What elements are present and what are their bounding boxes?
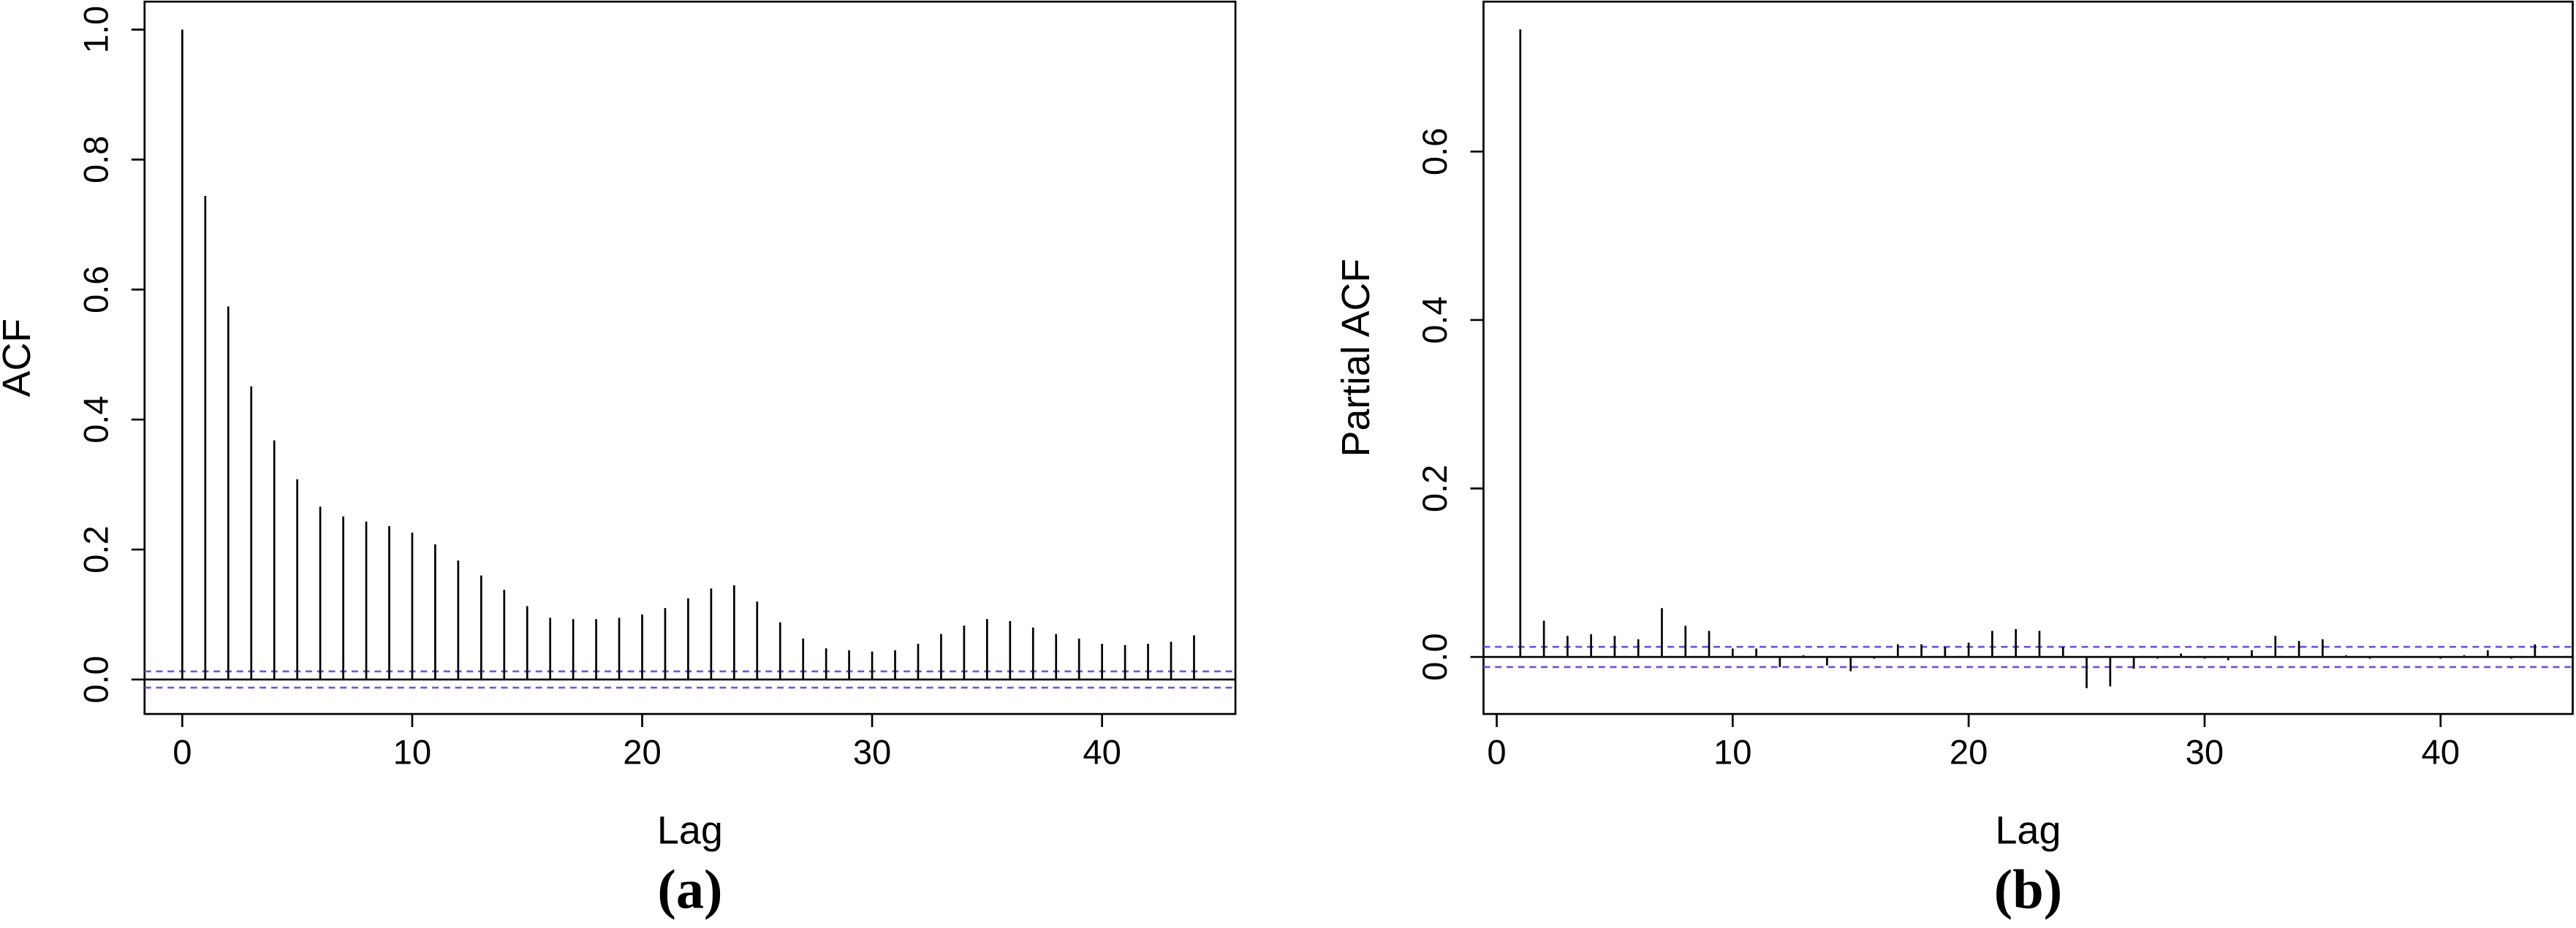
x-tick-label: 20 (1950, 733, 1988, 772)
x-tick-label: 30 (853, 733, 891, 772)
x-axis-label: Lag (657, 809, 723, 853)
plot-frame (1482, 0, 2574, 715)
y-axis-label: ACF (0, 319, 39, 397)
plot-frame (143, 0, 1237, 715)
y-tick-label: 0.6 (1415, 128, 1454, 175)
x-tick-label: 10 (393, 733, 431, 772)
x-tick-label: 0 (1487, 733, 1506, 772)
x-tick-label: 10 (1713, 733, 1751, 772)
x-tick-label: 0 (173, 733, 192, 772)
panel-label: (b) (1994, 859, 2062, 921)
x-tick-label: 40 (2421, 733, 2459, 772)
y-tick-label: 0.8 (76, 136, 115, 183)
y-axis-label: Partial ACF (1334, 259, 1378, 457)
y-tick-label: 0.0 (76, 655, 115, 703)
x-tick-label: 40 (1083, 733, 1121, 772)
y-tick-label: 0.4 (76, 396, 115, 444)
x-axis-label: Lag (1995, 809, 2061, 853)
y-tick-label: 0.2 (76, 525, 115, 573)
y-tick-label: 0.0 (1415, 633, 1454, 680)
y-tick-label: 0.2 (1415, 465, 1454, 512)
panel-label: (a) (657, 859, 722, 921)
x-tick-label: 20 (623, 733, 661, 772)
y-tick-label: 1.0 (76, 6, 115, 53)
y-tick-label: 0.6 (76, 266, 115, 313)
y-tick-label: 0.4 (1415, 296, 1454, 343)
x-tick-label: 30 (2186, 733, 2224, 772)
